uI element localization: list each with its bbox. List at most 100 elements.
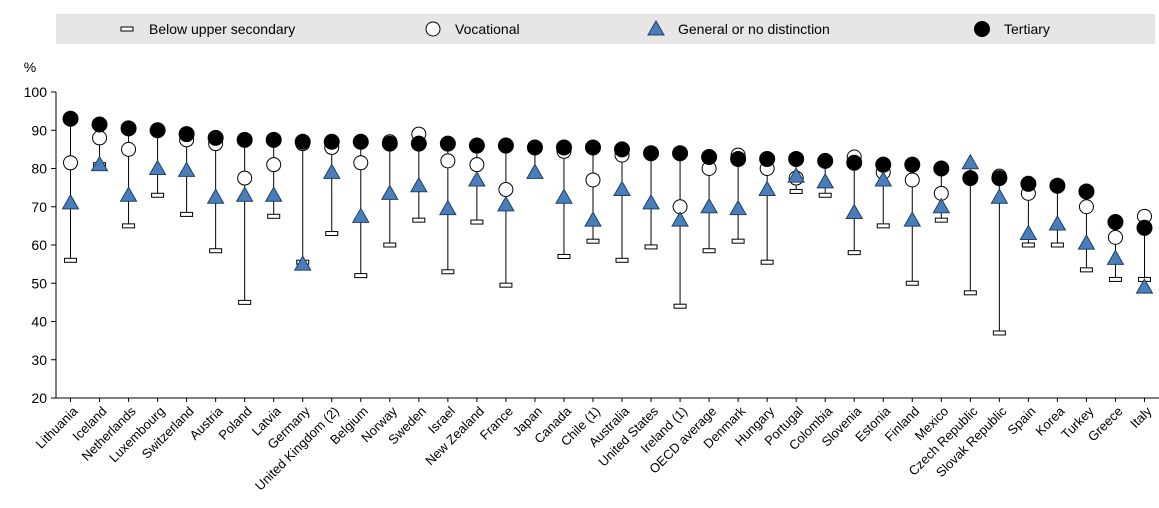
data-point — [816, 172, 835, 189]
data-point — [644, 244, 658, 250]
data-point — [497, 195, 515, 212]
data-point — [441, 269, 455, 275]
data-point — [409, 176, 428, 193]
y-tick-label: 90 — [31, 122, 47, 138]
data-point — [62, 110, 79, 127]
data-point — [874, 170, 893, 187]
data-point — [121, 141, 137, 157]
data-point — [498, 182, 514, 198]
y-tick-label: 70 — [31, 199, 47, 215]
data-point — [180, 211, 194, 217]
legend-marker — [120, 26, 134, 32]
data-point — [178, 126, 195, 143]
data-point — [904, 172, 920, 188]
data-point — [846, 154, 863, 171]
data-point — [876, 223, 890, 229]
data-point — [700, 197, 718, 214]
data-point — [64, 257, 78, 263]
legend-label: General or no distinction — [678, 21, 830, 37]
data-point — [1079, 267, 1093, 273]
legend-item: Below upper secondary — [120, 21, 295, 37]
data-point — [788, 150, 805, 167]
data-point — [209, 248, 223, 254]
data-point — [673, 303, 687, 309]
data-point — [440, 153, 456, 169]
data-point — [439, 135, 456, 152]
data-point — [701, 149, 718, 166]
data-point — [206, 188, 225, 204]
data-point — [92, 130, 108, 146]
data-point — [61, 193, 80, 210]
data-point — [933, 160, 950, 177]
data-point — [120, 120, 137, 137]
data-point — [992, 330, 1006, 336]
data-point — [265, 131, 282, 148]
data-point — [323, 133, 340, 150]
data-point — [122, 223, 136, 229]
data-point — [962, 170, 979, 187]
data-point — [963, 290, 977, 296]
series-filled-circle — [62, 110, 1153, 236]
x-tick-label: Italy — [1127, 403, 1155, 431]
data-point — [1049, 177, 1066, 194]
data-point — [905, 280, 919, 286]
data-point — [1136, 219, 1153, 236]
data-point — [1050, 242, 1064, 248]
data-point — [325, 231, 339, 237]
legend-label: Tertiary — [1004, 21, 1050, 37]
data-point — [151, 192, 165, 198]
data-point — [1078, 183, 1095, 200]
data-point — [238, 299, 252, 305]
data-point — [615, 257, 629, 263]
data-point — [207, 129, 224, 146]
data-point — [236, 131, 253, 148]
data-point — [904, 156, 921, 173]
data-point — [584, 211, 602, 227]
data-point — [990, 188, 1009, 204]
data-point — [1078, 199, 1094, 215]
legend-marker — [425, 21, 441, 37]
data-point — [642, 193, 660, 210]
data-point — [731, 238, 745, 244]
data-point — [730, 150, 747, 167]
data-point — [672, 145, 689, 162]
data-point — [351, 207, 370, 223]
y-tick-label: 100 — [24, 84, 48, 100]
data-point — [497, 137, 514, 154]
data-point — [119, 186, 138, 202]
y-tick-label: 50 — [31, 275, 47, 291]
data-point — [729, 199, 747, 216]
data-point — [557, 253, 571, 259]
data-point — [148, 159, 167, 175]
series-triangle — [61, 153, 1154, 294]
data-point — [845, 203, 864, 219]
data-point — [555, 188, 573, 204]
data-point — [267, 213, 281, 219]
series-circle — [63, 126, 1152, 245]
data-point — [585, 172, 601, 188]
data-point — [381, 135, 398, 152]
legend-item: Tertiary — [974, 21, 1050, 37]
data-point — [410, 135, 427, 152]
data-point — [613, 180, 631, 197]
x-tick-label: Lithuania — [33, 403, 81, 451]
y-tick-label: 30 — [31, 352, 47, 368]
data-point — [758, 180, 777, 197]
legend-marker — [974, 21, 990, 37]
data-point — [586, 238, 600, 244]
y-tick-label: 80 — [31, 161, 47, 177]
y-tick-label: 40 — [31, 314, 47, 330]
data-point — [438, 199, 457, 216]
data-point — [149, 122, 166, 139]
data-point — [293, 255, 312, 271]
data-point — [759, 150, 776, 167]
data-point — [1107, 214, 1124, 231]
legend: Below upper secondary Vocational General o… — [56, 14, 1155, 44]
data-point — [354, 273, 368, 279]
data-point — [266, 157, 282, 173]
data-point — [1020, 175, 1037, 192]
data-point — [526, 139, 543, 156]
x-tick-label: Poland — [216, 404, 255, 443]
data-point — [789, 188, 803, 194]
